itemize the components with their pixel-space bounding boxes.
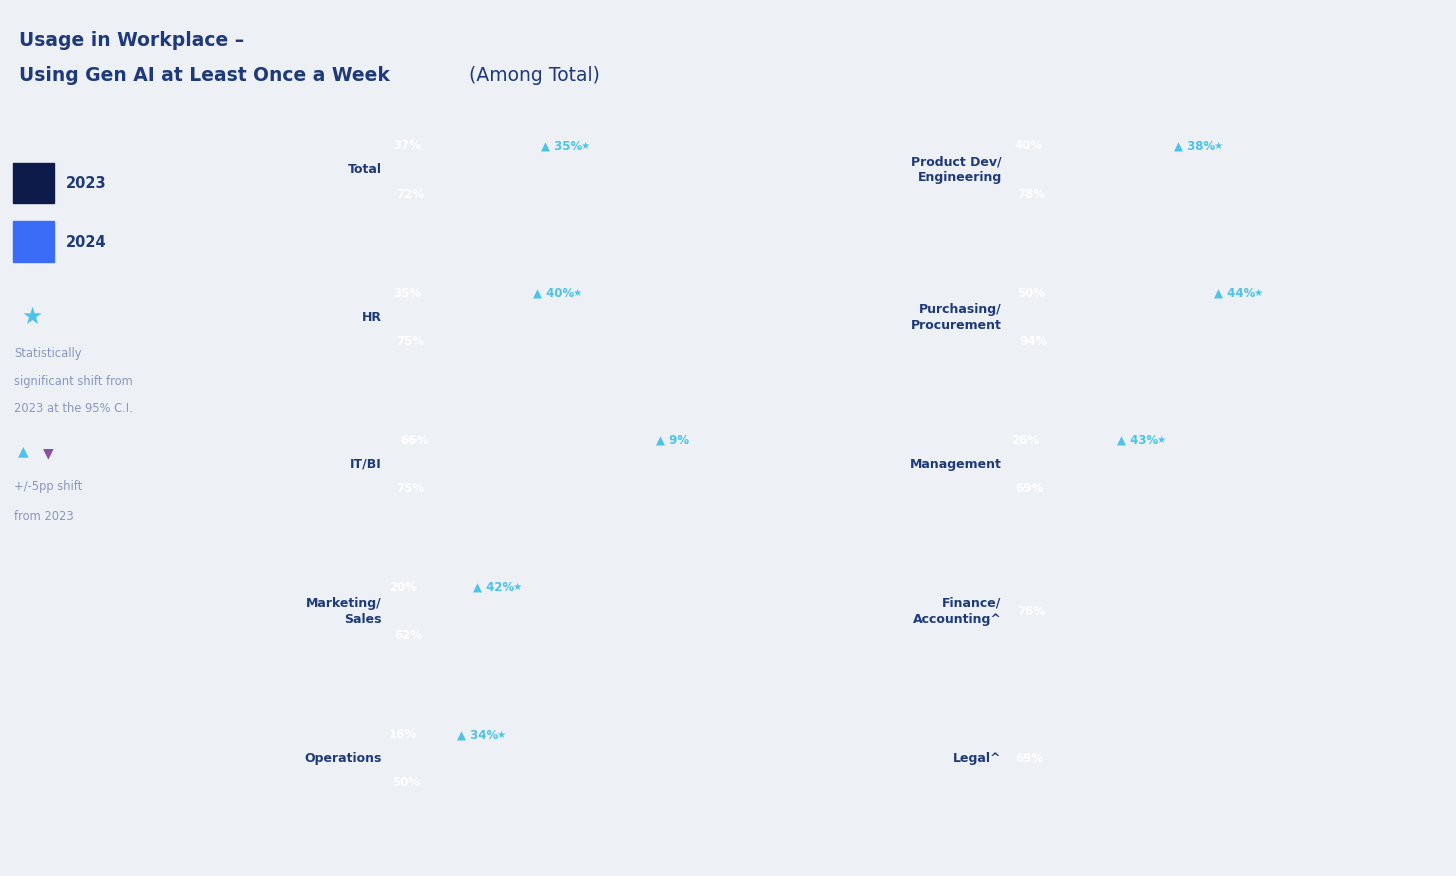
Text: 20%: 20% [389, 581, 418, 594]
Text: 35%: 35% [393, 286, 421, 300]
Text: 2023: 2023 [67, 176, 106, 191]
Text: 66%: 66% [400, 434, 428, 447]
Text: ★: ★ [496, 730, 505, 739]
Text: 2023 at the 95% C.I.: 2023 at the 95% C.I. [15, 402, 132, 415]
Text: ▲ 42%: ▲ 42% [473, 581, 514, 594]
Text: 94%: 94% [1019, 335, 1048, 348]
Text: ▲ 44%: ▲ 44% [1213, 286, 1255, 300]
Text: ★: ★ [1156, 435, 1166, 445]
Text: 78%: 78% [1018, 187, 1045, 201]
Text: Product Dev/
Engineering: Product Dev/ Engineering [911, 155, 1002, 185]
Text: (Among Total): (Among Total) [463, 66, 600, 85]
Text: 72%: 72% [396, 187, 424, 201]
Text: ▼: ▼ [44, 446, 54, 460]
Text: ★: ★ [1213, 141, 1222, 151]
Text: 16%: 16% [389, 728, 416, 741]
Text: 50%: 50% [1016, 286, 1045, 300]
Text: ▲ 34%: ▲ 34% [457, 728, 498, 741]
Text: 75%: 75% [396, 482, 425, 495]
Text: ▲ 38%: ▲ 38% [1174, 139, 1214, 152]
Bar [13, 222, 54, 262]
Text: 26%: 26% [1010, 434, 1040, 447]
Text: from 2023: from 2023 [15, 510, 74, 523]
Text: IT/BI: IT/BI [349, 458, 381, 470]
Text: significant shift from: significant shift from [15, 375, 132, 387]
Text: ★: ★ [572, 288, 581, 298]
Text: Operations: Operations [304, 752, 381, 765]
Text: 37%: 37% [393, 139, 421, 152]
Text: Marketing/
Sales: Marketing/ Sales [306, 597, 381, 626]
Text: HR: HR [361, 311, 381, 323]
Text: 62%: 62% [395, 629, 422, 642]
Text: +/-5pp shift: +/-5pp shift [15, 480, 83, 493]
Text: 75%: 75% [396, 335, 425, 348]
Text: 69%: 69% [1016, 752, 1044, 765]
Text: Total: Total [348, 164, 381, 176]
Bar [13, 163, 54, 203]
Text: ★: ★ [22, 305, 42, 329]
Text: ★: ★ [1252, 288, 1262, 298]
Text: Using Gen AI at Least Once a Week: Using Gen AI at Least Once a Week [19, 66, 390, 85]
Text: Statistically: Statistically [15, 347, 82, 359]
Text: 76%: 76% [1016, 605, 1045, 618]
Text: Legal^: Legal^ [954, 752, 1002, 765]
Text: ▲ 43%: ▲ 43% [1118, 434, 1159, 447]
Text: ▲ 9%: ▲ 9% [657, 434, 690, 447]
Text: 2024: 2024 [67, 235, 106, 250]
Text: Management: Management [910, 458, 1002, 470]
Text: ▲ 35%: ▲ 35% [540, 139, 582, 152]
Text: Usage in Workplace –: Usage in Workplace – [19, 31, 245, 50]
Text: ★: ★ [579, 141, 590, 151]
Text: ▲ 40%: ▲ 40% [533, 286, 574, 300]
Text: 40%: 40% [1015, 139, 1042, 152]
Text: 69%: 69% [1016, 482, 1044, 495]
Text: ▲: ▲ [17, 444, 29, 458]
Text: Purchasing/
Procurement: Purchasing/ Procurement [911, 302, 1002, 332]
Text: Finance/
Accounting^: Finance/ Accounting^ [913, 597, 1002, 626]
Text: ★: ★ [513, 583, 521, 592]
Text: 50%: 50% [392, 776, 421, 789]
